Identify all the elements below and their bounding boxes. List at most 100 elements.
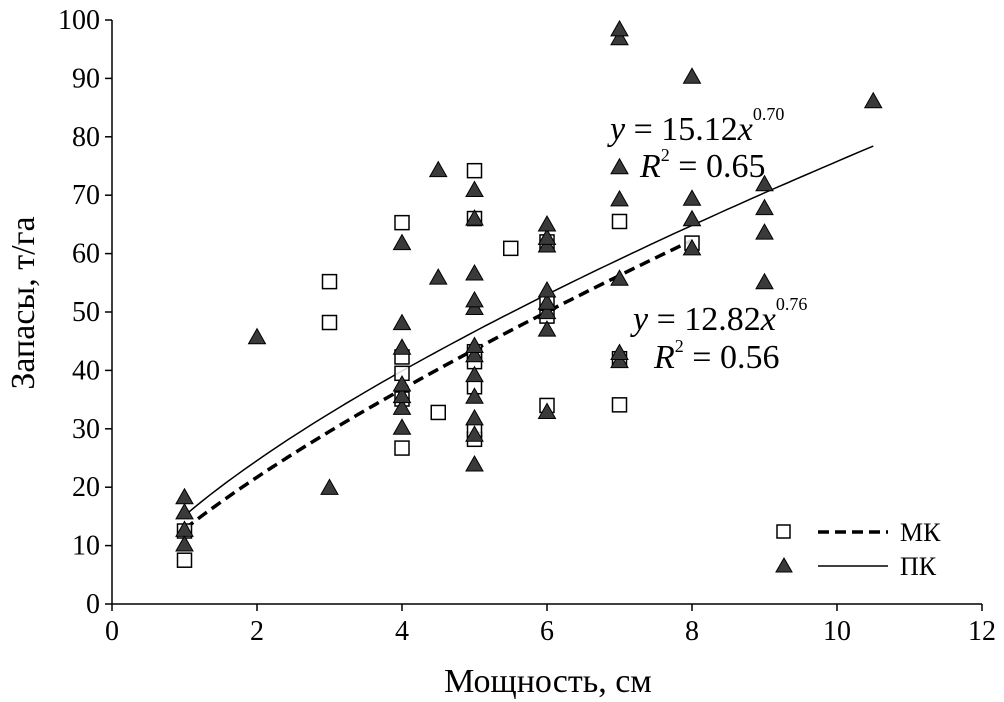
data-point-pk [392, 313, 412, 331]
x-tick-label: 10 [823, 616, 851, 647]
data-point-pk [682, 209, 702, 227]
data-point-mk [394, 214, 410, 231]
data-point-pk [610, 351, 629, 369]
y-tick-label: 0 [86, 589, 100, 620]
equation-mk-coef: = 12.82 [648, 301, 761, 338]
x-tick-label: 8 [685, 616, 699, 647]
data-point-mk [611, 397, 628, 413]
data-point-pk [610, 157, 629, 175]
data-point-pk [682, 67, 702, 84]
equation-pk-coef: = 15.12 [625, 111, 738, 148]
data-point-pk [428, 160, 448, 178]
data-point-pk [610, 343, 629, 360]
fit-line-mk [183, 238, 693, 531]
data-point-pk [755, 198, 774, 216]
y-tick-label: 100 [58, 5, 100, 36]
equation-pk: y = 15.12x0.70 R2 = 0.65 [607, 104, 784, 185]
data-point-pk [610, 28, 629, 46]
equation-pk-r2-value: = 0.65 [670, 148, 766, 185]
x-tick-label: 12 [968, 616, 996, 647]
data-point-pk [465, 408, 484, 426]
data-point-pk [465, 365, 484, 383]
data-point-pk [392, 233, 412, 251]
equation-pk-exponent: 0.70 [753, 104, 785, 124]
data-point-pk [392, 386, 412, 404]
data-point-mk [176, 552, 193, 568]
x-tick-label: 4 [395, 616, 409, 647]
data-point-pk [175, 502, 194, 520]
data-point-pk [610, 189, 629, 207]
equation-mk-r2-value: = 0.56 [684, 339, 780, 376]
data-point-pk [537, 320, 557, 337]
y-ticks: 0 10 20 30 40 50 60 70 80 90 100 [58, 5, 112, 620]
data-point-mk [394, 440, 410, 456]
fit-line-pk [184, 145, 874, 517]
data-point-pk [465, 290, 484, 308]
y-tick-label: 30 [72, 414, 100, 445]
x-ticks: 0 2 4 6 8 10 12 [105, 604, 996, 647]
y-tick-label: 60 [72, 239, 100, 270]
data-point-pk [755, 272, 774, 290]
y-tick-label: 10 [72, 531, 100, 562]
data-point-pk [537, 280, 557, 298]
data-point-mk [321, 273, 338, 290]
equation-mk-formula: y = 12.82x0.76 [630, 294, 807, 338]
x-axis-title: Мощность, см [444, 663, 652, 700]
equation-pk-x: x [737, 111, 753, 148]
data-point-pk [537, 228, 557, 245]
equation-mk: y = 12.82x0.76 R2 = 0.56 [630, 294, 807, 376]
equation-mk-r2: R2 = 0.56 [653, 336, 779, 376]
data-point-mk [611, 213, 628, 230]
data-point-mk [466, 162, 483, 179]
data-point-pk [392, 418, 412, 435]
data-point-pk [465, 425, 484, 442]
data-point-pk [610, 269, 629, 286]
equation-mk-x: x [760, 301, 776, 338]
data-point-pk [247, 327, 267, 345]
data-point-pk [465, 264, 484, 281]
data-point-pk [175, 535, 194, 552]
data-point-pk [682, 189, 702, 206]
data-point-pk [610, 19, 629, 37]
equation-pk-formula: y = 15.12x0.70 [607, 104, 784, 148]
y-tick-label: 80 [72, 122, 100, 153]
data-point-pk [755, 223, 774, 240]
data-point-pk [682, 238, 702, 256]
data-point-mk [503, 240, 519, 257]
data-point-pk [392, 338, 412, 355]
data-point-pk [465, 209, 484, 226]
data-point-pk [755, 174, 774, 192]
data-point-pk [392, 398, 412, 415]
x-tick-label: 2 [250, 616, 264, 647]
equation-pk-r2-exp: 2 [661, 145, 670, 165]
y-tick-label: 70 [72, 180, 100, 211]
data-point-pk [175, 487, 194, 505]
data-point-pk [537, 293, 557, 310]
data-point-pk [465, 387, 484, 404]
legend: МК ПК [775, 518, 941, 581]
equation-mk-r2-label: R [653, 339, 675, 376]
x-tick-label: 0 [105, 616, 119, 647]
legend-pk-label: ПК [900, 552, 937, 581]
legend-mk-label: МК [900, 518, 941, 547]
data-point-pk [863, 91, 883, 109]
data-point-pk [465, 345, 484, 363]
data-point-pk [537, 214, 557, 232]
y-axis-title: Запасы, т/га [5, 216, 42, 389]
data-point-pk [537, 402, 557, 419]
data-point-pk [175, 520, 194, 537]
data-point-pk [537, 302, 557, 320]
y-tick-label: 40 [72, 355, 100, 386]
fit-lines [183, 145, 874, 531]
data-point-pk [465, 454, 484, 472]
data-point-mk [321, 314, 338, 331]
plot-area: 0 2 4 6 8 10 12 0 10 20 30 40 50 60 70 80 90 100 [58, 5, 996, 647]
equation-pk-r2: R2 = 0.65 [639, 145, 765, 185]
data-point-pk [465, 180, 484, 198]
x-tick-label: 6 [540, 616, 554, 647]
data-point-pk [392, 374, 412, 392]
data-point-mk [430, 404, 446, 421]
y-tick-label: 50 [72, 297, 100, 328]
y-tick-label: 90 [72, 63, 100, 94]
data-point-pk [320, 478, 339, 495]
